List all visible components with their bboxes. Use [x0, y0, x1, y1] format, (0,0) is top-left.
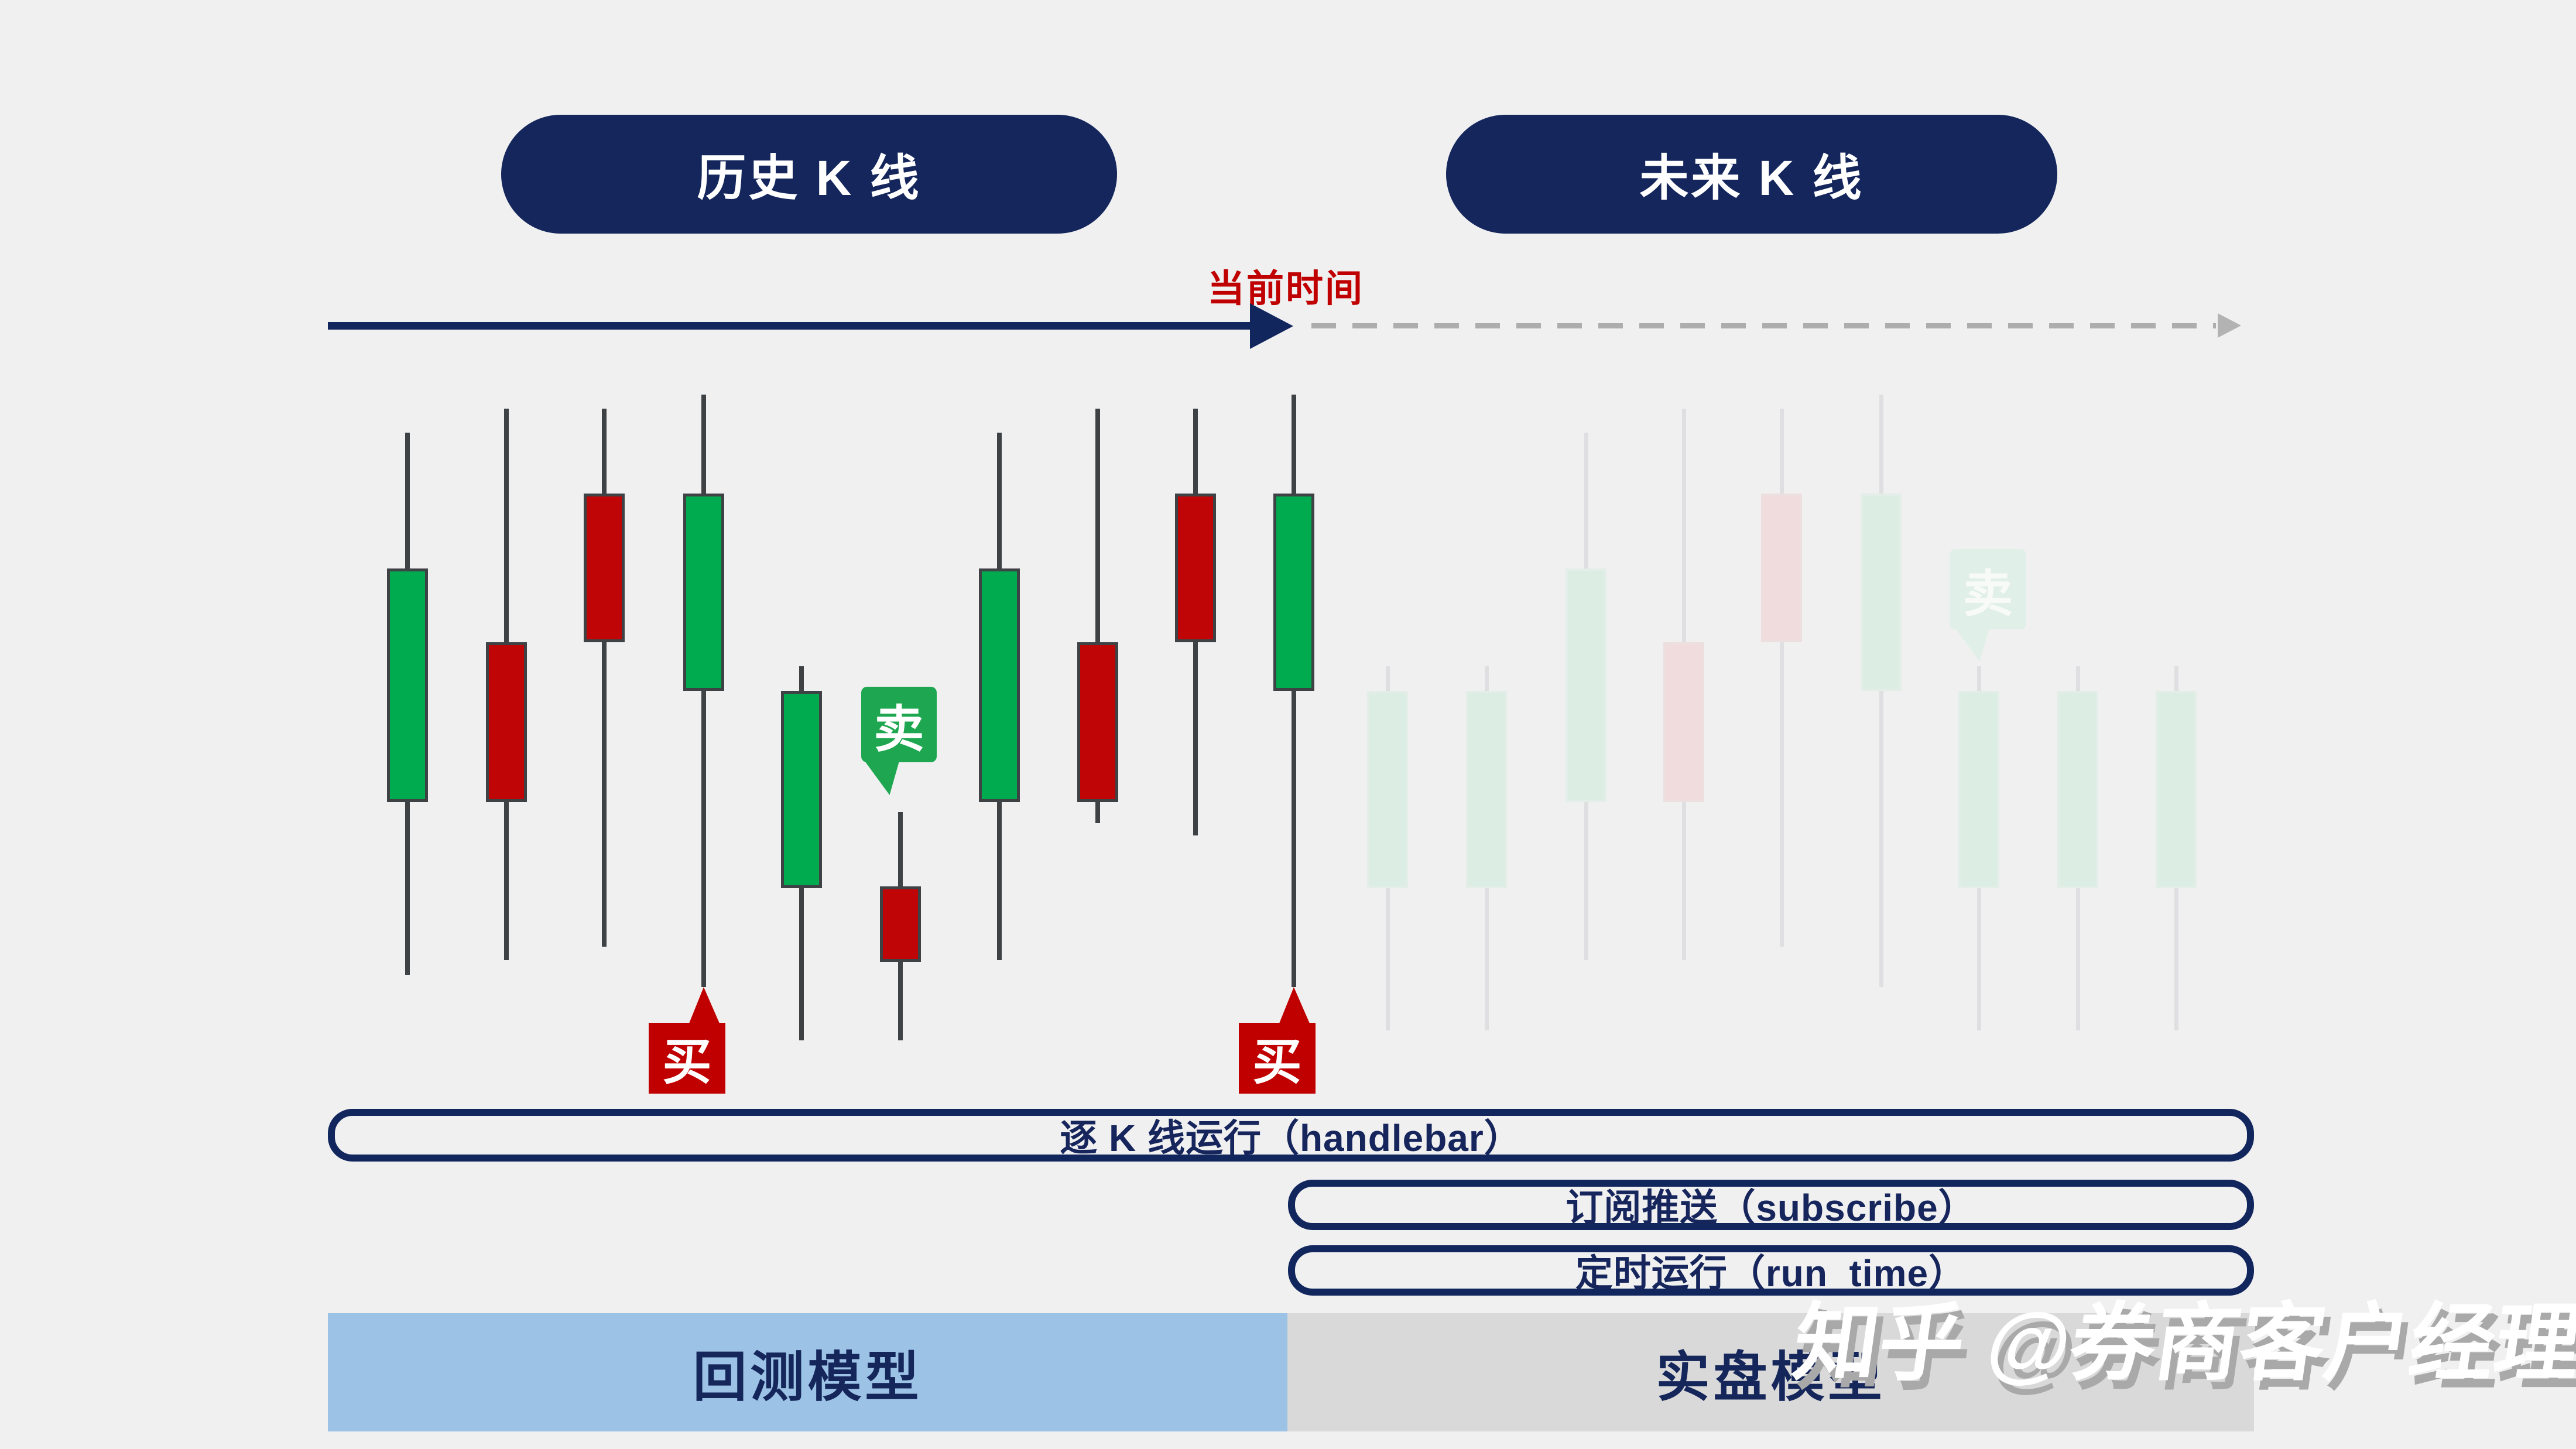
sell-signal-bubble-faded: 卖: [1950, 549, 2026, 629]
backtest-model-label: 回测模型: [693, 1347, 923, 1407]
current-time-label: 当前时间: [1207, 268, 1364, 310]
process-box-runtime: 定时运行（run_time）: [1288, 1245, 2254, 1296]
candle-wick: [1779, 409, 1784, 947]
candle-body-down-faded: [1663, 642, 1704, 802]
candle-body-down: [1175, 494, 1216, 642]
future-kline-pill: 未来 K 线: [1446, 115, 2057, 234]
buy-signal-label: 买: [662, 1034, 712, 1090]
history-kline-pill: 历史 K 线: [501, 115, 1117, 234]
candle-body-up-faded: [2156, 691, 2197, 888]
timeline-dashed-line: [1311, 323, 2216, 328]
candle-body-down: [1077, 642, 1118, 802]
process-box-subscribe-label: 订阅推送（subscribe）: [1566, 1187, 1976, 1229]
history-kline-label: 历史 K 线: [697, 150, 922, 205]
candle-body-down-faded: [1761, 494, 1802, 642]
candle-body-up-faded: [1861, 494, 1902, 691]
candle-body-up: [387, 568, 428, 802]
live-model-label: 实盘模型: [1656, 1347, 1886, 1407]
candle-body-up-faded: [1566, 568, 1606, 802]
candle-body-down: [486, 642, 527, 802]
sell-signal-label-faded: 卖: [1962, 566, 2013, 622]
timeline-solid-line: [328, 322, 1250, 330]
candle-body-up-faded: [1466, 691, 1507, 888]
buy-signal-marker: 买: [1239, 1023, 1316, 1094]
candle-wick: [1879, 395, 1883, 987]
timeline-dashed-arrowhead-icon: [2218, 313, 2241, 338]
sell-signal-bubble: 卖: [861, 687, 937, 762]
candle-body-up: [781, 691, 822, 888]
candle-wick: [602, 409, 607, 947]
candle-wick: [1292, 395, 1296, 987]
candle-wick: [701, 395, 706, 987]
candle-wick: [1095, 409, 1100, 823]
process-box-handlebar: 逐 K 线运行（handlebar）: [328, 1109, 2254, 1162]
backtest-model-bar: 回测模型: [328, 1313, 1287, 1431]
buy-signal-marker: 买: [649, 1023, 725, 1094]
process-box-subscribe: 订阅推送（subscribe）: [1288, 1180, 2254, 1230]
candle-body-up-faded: [1367, 691, 1408, 888]
buy-signal-label: 买: [1252, 1034, 1302, 1090]
candle-body-down: [880, 886, 921, 962]
candle-body-up: [683, 494, 724, 691]
process-box-runtime-label: 定时运行（run_time）: [1575, 1252, 1967, 1294]
future-kline-label: 未来 K 线: [1639, 150, 1864, 205]
candle-body-down: [584, 494, 625, 642]
candle-body-up: [1273, 494, 1314, 691]
candle-body-up: [979, 568, 1020, 802]
sell-signal-label: 卖: [873, 701, 924, 758]
candle-body-up-faded: [2057, 691, 2098, 888]
watermark-text: 知乎 @券商客户经理: [1787, 1296, 2576, 1390]
candle-body-up-faded: [1958, 691, 1999, 888]
timeline-solid-arrowhead-icon: [1250, 303, 1293, 349]
process-box-handlebar-label: 逐 K 线运行（handlebar）: [1060, 1117, 1522, 1159]
live-model-bar: 实盘模型: [1287, 1313, 2254, 1431]
